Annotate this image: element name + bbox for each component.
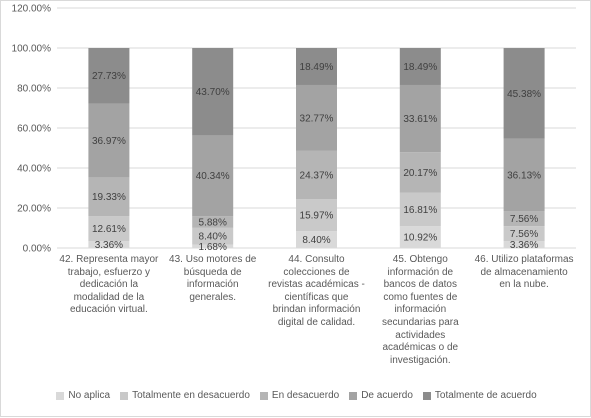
data-label: 18.49%: [300, 62, 334, 73]
data-label: 15.97%: [300, 211, 334, 222]
bar-segment: [88, 103, 130, 178]
legend-label: De acuerdo: [361, 390, 413, 401]
data-label: 8.40%: [199, 232, 227, 243]
legend-item: Totalmente de acuerdo: [422, 390, 537, 401]
bar-segment: [296, 231, 337, 248]
y-tick-label: 120.00%: [12, 4, 52, 15]
y-tick-label: 100.00%: [12, 44, 52, 55]
y-tick-label: 80.00%: [17, 84, 51, 95]
data-label: 12.61%: [92, 224, 126, 235]
data-label: 36.13%: [507, 170, 541, 181]
legend-label: En desacuerdo: [271, 390, 340, 401]
bar-segment: [192, 48, 234, 136]
bar-segment: [503, 138, 545, 212]
data-label: 3.36%: [510, 240, 538, 251]
legend-label: No aplica: [68, 390, 111, 401]
bar-segment: [192, 135, 234, 217]
data-label: 16.81%: [403, 205, 437, 216]
bar-segment: [399, 84, 441, 153]
data-label: 5.88%: [199, 217, 227, 228]
data-label: 40.34%: [196, 171, 230, 182]
legend-item: No aplica: [56, 390, 110, 401]
data-label: 7.56%: [510, 229, 538, 240]
data-label: 32.77%: [300, 113, 334, 124]
data-label: 8.40%: [302, 235, 330, 246]
bar-segment: [88, 216, 130, 242]
data-label: 7.56%: [510, 214, 538, 225]
bar-segment: [399, 226, 441, 248]
y-tick-label: 60.00%: [17, 124, 51, 135]
bars: [88, 48, 545, 248]
data-label: 36.97%: [92, 136, 126, 147]
data-label: 43.70%: [196, 87, 230, 98]
legend-swatch: [259, 391, 268, 400]
legend-swatch: [422, 391, 431, 400]
data-label: 19.33%: [92, 192, 126, 203]
data-label: 20.17%: [403, 168, 437, 179]
legend-label: Totalmente en desacuerdo: [132, 390, 250, 401]
bar-segment: [399, 48, 441, 85]
legend-swatch: [349, 391, 358, 400]
bar-segment: [296, 150, 337, 200]
bar-segment: [88, 241, 130, 248]
x-category-label: 45. Obtengo información de bancos de dat…: [381, 254, 459, 366]
bar-segment: [503, 48, 545, 139]
bar-segment: [192, 227, 234, 245]
data-label: 27.73%: [92, 71, 126, 82]
y-tick-label: 0.00%: [23, 244, 51, 255]
bar-segment: [88, 48, 130, 104]
bar-segment: [296, 199, 337, 232]
data-label: 33.61%: [403, 114, 437, 125]
y-axis-ticks: 0.00% 20.00% 40.00% 60.00% 80.00% 100.00% 120.…: [12, 4, 52, 255]
legend-swatch: [120, 391, 129, 400]
bar-segment: [503, 241, 545, 248]
bar-segment: [192, 216, 234, 228]
bar-segment: [399, 152, 441, 193]
data-label: 1.68%: [199, 242, 227, 253]
data-label: 45.38%: [507, 89, 541, 100]
data-label: 18.49%: [403, 62, 437, 73]
legend-item: En desacuerdo: [259, 390, 340, 401]
x-category-label: 43. Uso motores de búsqueda de informaci…: [169, 254, 257, 303]
legend-item: Totalmente en desacuerdo: [120, 390, 250, 401]
data-label: 24.37%: [300, 170, 334, 181]
bar-segment: [192, 244, 234, 248]
bar-segment: [88, 177, 130, 217]
legend-label: Totalmente de acuerdo: [434, 390, 537, 401]
bar-segment: [296, 48, 337, 85]
y-tick-label: 40.00%: [17, 164, 51, 175]
x-category-label: 44. Consulto colecciones de revistas aca…: [268, 254, 365, 328]
y-tick-label: 20.00%: [17, 204, 51, 215]
legend-item: De acuerdo: [349, 390, 413, 401]
bar-segment: [503, 211, 545, 227]
data-label: 3.36%: [95, 240, 123, 251]
data-labels: 3.36%12.61%19.33%36.97%27.73%1.68%8.40%5…: [92, 62, 541, 253]
x-category-label: 46. Utilizo plataformas de almacenamient…: [474, 254, 574, 291]
legend-swatch: [56, 391, 65, 400]
x-category-label: 42. Representa mayor trabajo, esfuerzo y…: [59, 254, 159, 316]
legend: No aplica Totalmente en desacuerdo En desa…: [1, 390, 591, 401]
data-label: 10.92%: [403, 233, 437, 244]
bar-segment: [399, 192, 441, 227]
bar-segment: [503, 226, 545, 242]
bar-segment: [296, 84, 337, 151]
